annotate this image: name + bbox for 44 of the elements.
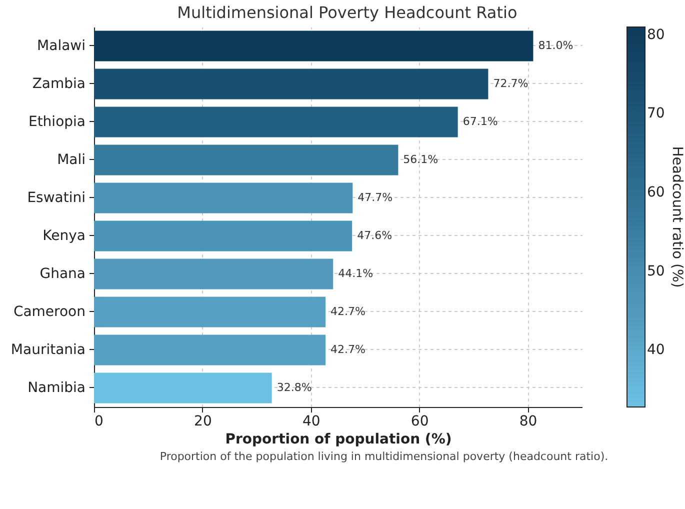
y-tick-label: Zambia [32, 76, 86, 92]
y-tick-label: Mauritania [10, 342, 86, 358]
y-tick-label: Mali [57, 152, 86, 168]
data-label: 81.0% [538, 39, 574, 52]
data-label: 47.6% [357, 229, 392, 242]
color-bar-label: 70 [647, 106, 665, 122]
chart-title: Multidimensional Poverty Headcount Ratio [177, 3, 518, 22]
x-tick-label: 80 [519, 414, 538, 430]
data-label: 47.7% [358, 191, 393, 204]
data-label: 42.7% [330, 305, 366, 318]
y-tick-label: Kenya [42, 228, 86, 244]
bar [94, 296, 326, 328]
y-tick-label: Ghana [40, 266, 86, 282]
data-label: 72.7% [493, 77, 528, 90]
x-tick-label: 20 [194, 414, 212, 430]
x-tick-label: 0 [94, 414, 104, 430]
bar [94, 372, 272, 404]
bar [94, 144, 398, 176]
data-label: 67.1% [462, 115, 498, 128]
y-tick-label: Namibia [28, 380, 86, 396]
text: Proportion of the population living in multidimensional poverty (headcount ratio). [160, 450, 608, 463]
y-tick-label: Ethiopia [28, 114, 86, 130]
color-bar-title: Headcount ratio (%) [669, 146, 685, 288]
x-axis-title: Proportion of population (%) [225, 432, 452, 448]
data-label: 56.1% [403, 153, 438, 166]
data-label: 42.7% [330, 343, 366, 356]
color-bar-label: 60 [647, 184, 665, 201]
y-tick-label: Eswatini [27, 190, 86, 206]
data-label: 32.8% [276, 381, 312, 394]
bar [94, 68, 488, 100]
bar [94, 182, 353, 214]
bar [94, 30, 534, 62]
bar [94, 106, 458, 138]
x-tick-label: 40 [302, 414, 320, 430]
y-tick-label: Cameroon [13, 304, 86, 320]
bar [94, 334, 326, 366]
color-bar-label: 40 [647, 342, 665, 358]
color-bar-label: 50 [647, 263, 665, 280]
color-bar-label: 80 [647, 26, 665, 43]
x-tick-label: 60 [410, 414, 429, 430]
bar [94, 220, 352, 252]
data-label: 44.1% [338, 267, 374, 280]
y-tick-label: Malawi [37, 38, 86, 54]
bar [94, 258, 334, 290]
